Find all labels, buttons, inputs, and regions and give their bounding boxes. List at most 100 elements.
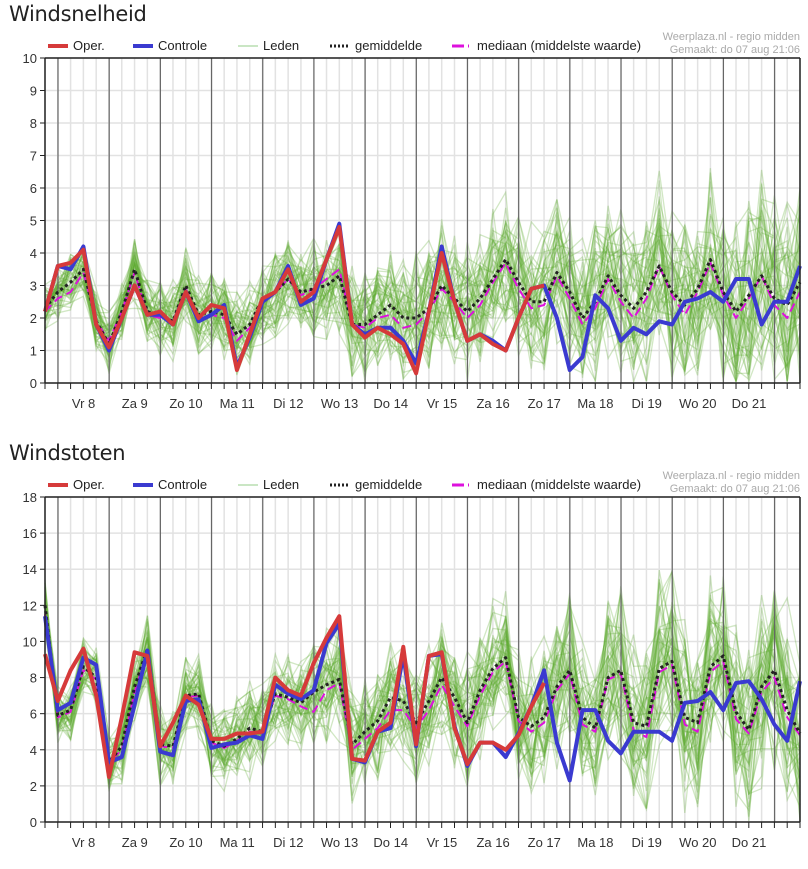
y-tick-label: 9	[30, 84, 37, 99]
y-tick-label: 8	[30, 671, 37, 686]
leden-line	[44, 619, 801, 799]
leden-line	[44, 209, 801, 359]
leden-line	[44, 214, 801, 382]
leden-line	[44, 200, 801, 382]
y-tick-label: 18	[23, 490, 37, 505]
leden-line	[44, 597, 801, 793]
x-tick-label: Zo 10	[169, 835, 202, 850]
y-tick-label: 14	[23, 562, 37, 577]
y-tick-label: 16	[23, 526, 37, 541]
axes: 0 2 4 6 8 10 12 14 16 18 Vr 8 Za 9 Zo 10 Ma 11 Di 12 Wo…	[23, 490, 801, 850]
leden-line	[44, 199, 801, 382]
leden-line	[44, 170, 801, 384]
chart-windsnelheid: 0 1 2 3 4 5 6 7 8 9 10 Vr 8 Za 9 Zo 10 Ma 11 Di 12 Wo 13…	[23, 31, 802, 411]
leden-line	[44, 209, 801, 378]
y-tick-label: 7	[30, 149, 37, 164]
leden-line	[44, 599, 801, 807]
chart-title-windsnelheid: Windsnelheid	[9, 2, 147, 26]
y-tick-label: 0	[30, 376, 37, 391]
leden-line	[44, 200, 801, 382]
y-tick-label: 12	[23, 598, 37, 613]
leden-line	[44, 605, 801, 800]
x-tick-label: Zo 17	[528, 835, 561, 850]
leden-line	[44, 180, 801, 382]
x-tick-label: Di 12	[273, 396, 303, 411]
leden-line	[44, 586, 801, 802]
x-tick-label: Wo 20	[679, 396, 716, 411]
leden-line	[44, 220, 801, 382]
legend-mediaan-label: mediaan (middelste waarde)	[477, 38, 641, 53]
leden-line	[44, 569, 801, 780]
leden-line	[44, 196, 801, 384]
x-tick-label: Ma 18	[577, 835, 613, 850]
leden-line	[44, 605, 801, 772]
y-tick-label: 6	[30, 707, 37, 722]
x-tick-label: Wo 13	[321, 835, 358, 850]
leden-line	[44, 172, 801, 382]
leden-line	[44, 199, 801, 360]
leden-line	[44, 223, 801, 374]
x-tick-label: Za 16	[476, 835, 509, 850]
leden-line	[44, 198, 801, 373]
x-tick-label: Do 14	[373, 396, 408, 411]
y-tick-label: 1	[30, 344, 37, 359]
legend-gemiddelde-label: gemiddelde	[355, 38, 422, 53]
legend: Oper. Controle Leden gemiddelde mediaan (mid…	[48, 470, 800, 495]
leden-line	[44, 605, 801, 779]
oper-line	[43, 614, 546, 779]
leden-line	[44, 594, 801, 771]
x-tick-label: Za 16	[476, 396, 509, 411]
y-tick-label: 2	[30, 311, 37, 326]
leden-line	[44, 610, 801, 784]
leden-line	[44, 596, 801, 784]
leden-line	[44, 601, 801, 803]
leden-line	[44, 611, 801, 787]
chart-windstoten: 0 2 4 6 8 10 12 14 16 18 Vr 8 Za 9 Zo 10 Ma 11 Di 12 Wo…	[23, 470, 802, 850]
leden-line	[44, 169, 801, 368]
y-tick-label: 10	[23, 634, 37, 649]
leden-line	[44, 207, 801, 365]
leden-line	[44, 624, 801, 808]
leden-line	[44, 592, 801, 790]
y-tick-label: 0	[30, 815, 37, 830]
legend-leden-label: Leden	[263, 477, 299, 492]
leden-line	[44, 198, 801, 378]
leden-line	[44, 582, 801, 766]
mediaan-line	[44, 614, 801, 764]
leden-line	[44, 570, 801, 805]
leden-line	[44, 230, 801, 382]
leden-line	[44, 614, 801, 793]
chart-title-windstoten: Windstoten	[9, 441, 126, 465]
axes: 0 1 2 3 4 5 6 7 8 9 10 Vr 8 Za 9 Zo 10 Ma 11 Di 12 Wo 13…	[23, 51, 801, 411]
oper-line	[43, 225, 545, 376]
x-tick-label: Vr 8	[72, 835, 95, 850]
leden-line	[44, 226, 801, 382]
x-tick-label: Do 14	[373, 835, 408, 850]
credit-source: Weerplaza.nl - regio midden	[663, 470, 800, 482]
leden-line	[44, 590, 801, 795]
x-tick-label: Vr 15	[427, 396, 458, 411]
y-tick-label: 4	[30, 743, 37, 758]
legend-controle-label: Controle	[158, 38, 207, 53]
x-tick-label: Za 9	[122, 835, 148, 850]
x-tick-label: Ma 18	[577, 396, 613, 411]
x-tick-label: Di 19	[631, 396, 661, 411]
day-lines	[57, 497, 776, 822]
legend: Oper. Controle Leden gemiddelde mediaan (mid…	[48, 31, 800, 56]
y-tick-label: 5	[30, 214, 37, 229]
leden-line	[44, 594, 801, 788]
leden-line	[44, 613, 801, 812]
y-tick-label: 2	[30, 779, 37, 794]
legend-leden-label: Leden	[263, 38, 299, 53]
x-tick-label: Zo 17	[528, 396, 561, 411]
credit-made: Gemaakt: do 07 aug 21:06	[670, 44, 800, 56]
leden-line	[44, 213, 801, 371]
leden-line	[44, 211, 801, 365]
x-tick-label: Vr 8	[72, 396, 95, 411]
legend-controle-label: Controle	[158, 477, 207, 492]
leden-line	[44, 182, 801, 384]
legend-mediaan-label: mediaan (middelste waarde)	[477, 477, 641, 492]
leden-line	[44, 181, 801, 384]
y-tick-label: 4	[30, 246, 37, 261]
x-tick-label: Wo 20	[679, 835, 716, 850]
